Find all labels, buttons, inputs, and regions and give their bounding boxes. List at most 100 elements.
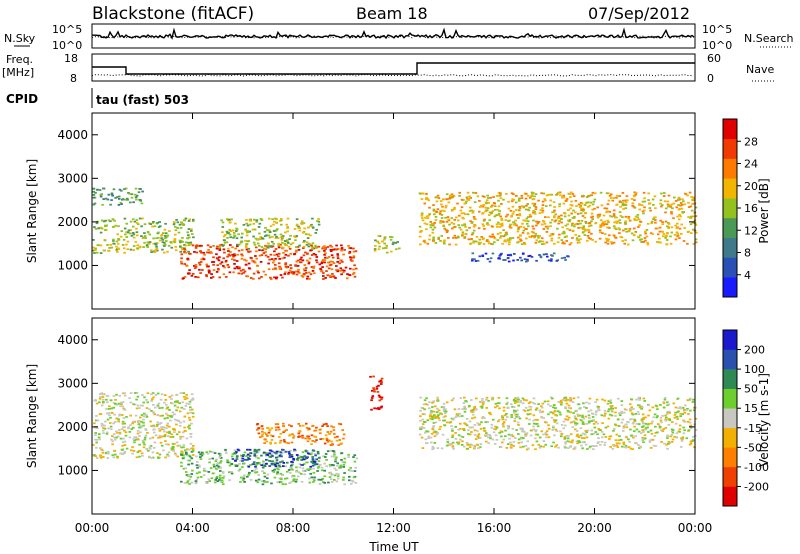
heatmap-cell: [270, 439, 274, 441]
heatmap-cell: [461, 224, 464, 227]
heatmap-cell: [634, 192, 638, 194]
heatmap-cell: [299, 261, 303, 264]
heatmap-cell: [165, 424, 169, 427]
heatmap-cell: [673, 435, 676, 438]
heatmap-cell: [601, 232, 604, 234]
heatmap-cell: [563, 211, 566, 214]
heatmap-cell: [628, 229, 631, 232]
heatmap-cell: [179, 421, 182, 424]
heatmap-cell: [634, 413, 637, 415]
heatmap-cell: [327, 267, 331, 270]
heatmap-cell: [113, 421, 117, 423]
heatmap-cell: [171, 402, 174, 405]
heatmap-cell: [321, 247, 324, 250]
heatmap-cell: [545, 253, 548, 255]
heatmap-cell: [265, 452, 268, 454]
heatmap-cell: [612, 234, 616, 237]
heatmap-cell: [313, 462, 317, 465]
heatmap-cell: [341, 461, 345, 463]
heatmap-cell: [473, 429, 477, 432]
heatmap-cell: [571, 439, 574, 442]
heatmap-cell: [138, 246, 142, 249]
heatmap-cell: [115, 248, 119, 251]
heatmap-cell: [150, 393, 153, 396]
heatmap-cell: [281, 448, 284, 451]
heatmap-cell: [583, 437, 586, 439]
heatmap-cell: [269, 245, 273, 247]
heatmap-cell: [500, 252, 503, 255]
heatmap-cell: [465, 200, 468, 203]
heatmap-cell: [571, 401, 575, 404]
heatmap-cell: [639, 432, 643, 435]
heatmap-cell: [450, 193, 454, 196]
heatmap-cell: [120, 403, 123, 406]
heatmap-cell: [143, 436, 147, 439]
heatmap-cell: [184, 471, 188, 473]
heatmap-cell: [184, 244, 188, 247]
heatmap-cell: [431, 418, 434, 420]
heatmap-cell: [294, 480, 298, 483]
heatmap-cell: [185, 454, 189, 457]
heatmap-cell: [658, 237, 661, 240]
heatmap-cell: [306, 237, 310, 239]
heatmap-cell: [606, 240, 610, 242]
heatmap-cell: [257, 226, 261, 228]
heatmap-cell: [151, 451, 155, 454]
heatmap-cell: [92, 444, 95, 446]
heatmap-cell: [679, 412, 682, 415]
heatmap-cell: [556, 193, 559, 195]
heatmap-cell: [263, 472, 266, 474]
heatmap-cell: [424, 431, 427, 434]
heatmap-cell: [603, 441, 607, 444]
heatmap-cell: [380, 396, 384, 399]
heatmap-cell: [309, 249, 312, 252]
heatmap-cell: [170, 433, 174, 436]
heatmap-cell: [155, 247, 159, 250]
heatmap-cell: [590, 412, 594, 415]
heatmap-cell: [281, 257, 284, 260]
heatmap-cell: [337, 473, 340, 476]
heatmap-cell: [660, 441, 663, 443]
heatmap-cell: [639, 239, 642, 241]
heatmap-cell: [603, 415, 606, 417]
heatmap-cell: [655, 416, 659, 419]
heatmap-cell: [337, 444, 340, 446]
heatmap-cell: [117, 195, 121, 198]
heatmap-cell: [257, 474, 260, 476]
heatmap-cell: [436, 396, 439, 399]
heatmap-cell: [235, 456, 239, 458]
heatmap-cell: [295, 246, 298, 248]
heatmap-cell: [477, 435, 480, 437]
heatmap-cell: [267, 268, 271, 271]
heatmap-cell: [691, 203, 694, 205]
heatmap-cell: [494, 402, 498, 405]
heatmap-cell: [653, 413, 657, 416]
heatmap-cell: [460, 206, 464, 209]
heatmap-cell: [579, 222, 582, 225]
heatmap-cell: [222, 244, 226, 246]
heatmap-cell: [470, 444, 474, 446]
heatmap-cell: [273, 220, 276, 223]
heatmap-cell: [329, 471, 332, 474]
heatmap-cell: [282, 246, 285, 249]
heatmap-cell: [195, 244, 199, 247]
heatmap-cell: [504, 435, 507, 438]
heatmap-cell: [526, 220, 530, 223]
heatmap-cell: [567, 435, 570, 437]
heatmap-cell: [436, 407, 439, 410]
heatmap-cell: [271, 435, 275, 438]
heatmap-cell: [485, 240, 489, 242]
heatmap-cell: [328, 476, 332, 478]
heatmap-cell: [542, 253, 546, 256]
heatmap-cell: [334, 277, 337, 279]
heatmap-cell: [336, 477, 340, 480]
heatmap-cell: [159, 441, 163, 444]
heatmap-cell: [140, 426, 143, 429]
heatmap-cell: [694, 238, 698, 241]
heatmap-cell: [394, 242, 398, 244]
heatmap-cell: [288, 247, 292, 250]
heatmap-cell: [146, 246, 149, 248]
heatmap-cell: [99, 456, 103, 459]
freq-tick-hi: 18: [64, 52, 78, 65]
heatmap-cell: [134, 414, 138, 417]
